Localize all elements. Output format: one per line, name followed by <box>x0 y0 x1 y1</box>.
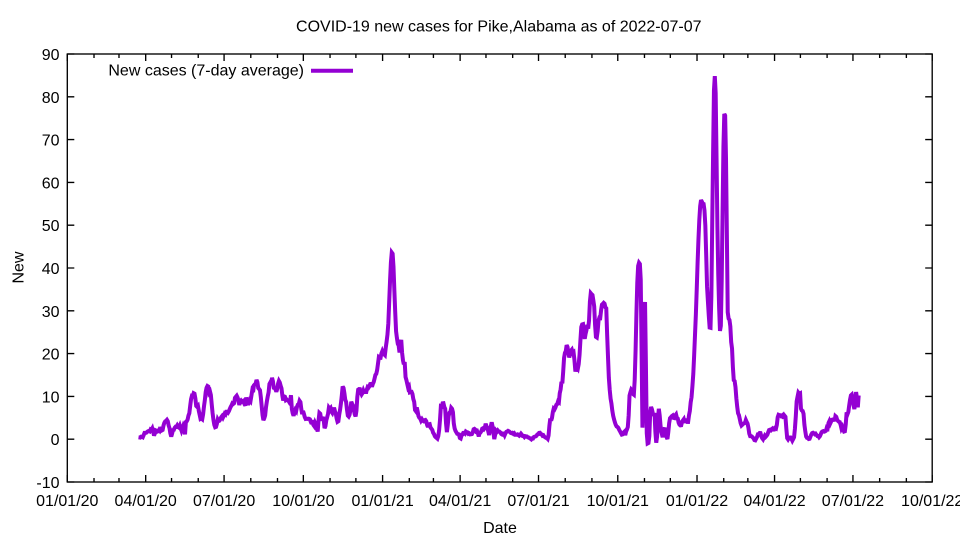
svg-text:New cases (7-day average): New cases (7-day average) <box>108 63 304 80</box>
svg-text:04/01/21: 04/01/21 <box>429 493 491 510</box>
svg-text:04/01/20: 04/01/20 <box>115 493 177 510</box>
svg-text:10: 10 <box>42 389 60 406</box>
svg-text:80: 80 <box>42 90 60 107</box>
svg-text:07/01/20: 07/01/20 <box>193 493 255 510</box>
svg-text:01/01/21: 01/01/21 <box>351 493 413 510</box>
svg-text:10/01/21: 10/01/21 <box>587 493 649 510</box>
svg-text:07/01/22: 07/01/22 <box>822 493 884 510</box>
svg-text:07/01/21: 07/01/21 <box>507 493 569 510</box>
svg-text:20: 20 <box>42 347 60 364</box>
svg-text:COVID-19 new cases for Pike,Al: COVID-19 new cases for Pike,Alabama as o… <box>296 19 702 36</box>
svg-text:01/01/22: 01/01/22 <box>666 493 728 510</box>
svg-text:0: 0 <box>51 432 60 449</box>
svg-text:30: 30 <box>42 304 60 321</box>
svg-text:04/01/22: 04/01/22 <box>743 493 805 510</box>
svg-text:Date: Date <box>483 520 517 537</box>
svg-text:New: New <box>11 251 28 283</box>
svg-text:-10: -10 <box>36 475 59 492</box>
svg-text:90: 90 <box>42 47 60 64</box>
svg-text:10/01/20: 10/01/20 <box>272 493 334 510</box>
svg-text:50: 50 <box>42 218 60 235</box>
svg-text:40: 40 <box>42 261 60 278</box>
svg-text:10/01/22: 10/01/22 <box>901 493 960 510</box>
svg-text:70: 70 <box>42 133 60 150</box>
svg-text:01/01/20: 01/01/20 <box>36 493 98 510</box>
svg-text:60: 60 <box>42 175 60 192</box>
